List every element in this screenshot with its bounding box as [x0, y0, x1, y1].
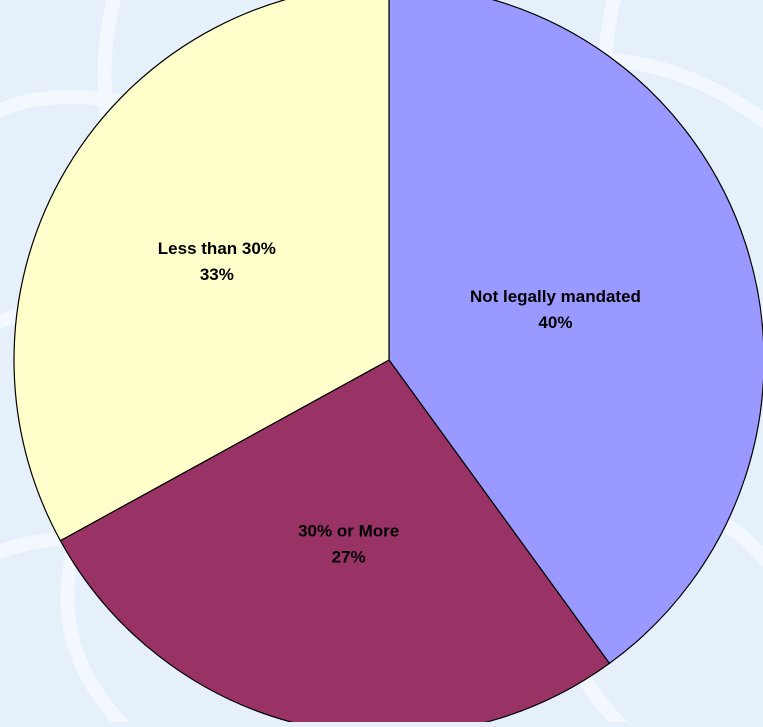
slice-category-label: Less than 30%: [158, 239, 276, 258]
slice-label-30-or-more: 30% or More 27%: [298, 522, 399, 567]
slice-value-label: 33%: [200, 265, 234, 284]
slice-value-label: 40%: [538, 313, 572, 332]
pie-slice-not-legally-mandated: [388, 0, 763, 665]
pie-labels: Not legally mandated 40% 30% or More 27% Les…: [158, 239, 641, 566]
slice-label-not-legally-mandated: Not legally mandated 40%: [470, 287, 641, 332]
pie-slice-less-than-30: [13, 0, 390, 542]
pie-slices: [13, 0, 763, 727]
slice-category-label: Not legally mandated: [470, 287, 641, 306]
slice-value-label: 27%: [332, 548, 366, 567]
slice-category-label: 30% or More: [298, 522, 399, 541]
slice-label-less-than-30: Less than 30% 33%: [158, 239, 276, 284]
